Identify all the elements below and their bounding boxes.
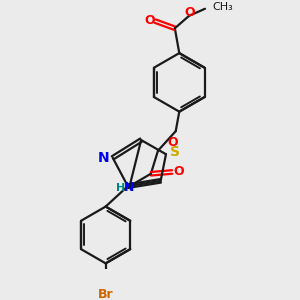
Text: N: N [98, 151, 110, 165]
Text: Br: Br [98, 288, 113, 300]
Text: O: O [145, 14, 155, 27]
Text: H: H [116, 183, 125, 193]
Text: N: N [124, 182, 134, 194]
Text: O: O [173, 166, 184, 178]
Text: CH₃: CH₃ [212, 2, 233, 12]
Text: S: S [170, 146, 180, 160]
Text: O: O [168, 136, 178, 148]
Text: O: O [184, 6, 195, 19]
